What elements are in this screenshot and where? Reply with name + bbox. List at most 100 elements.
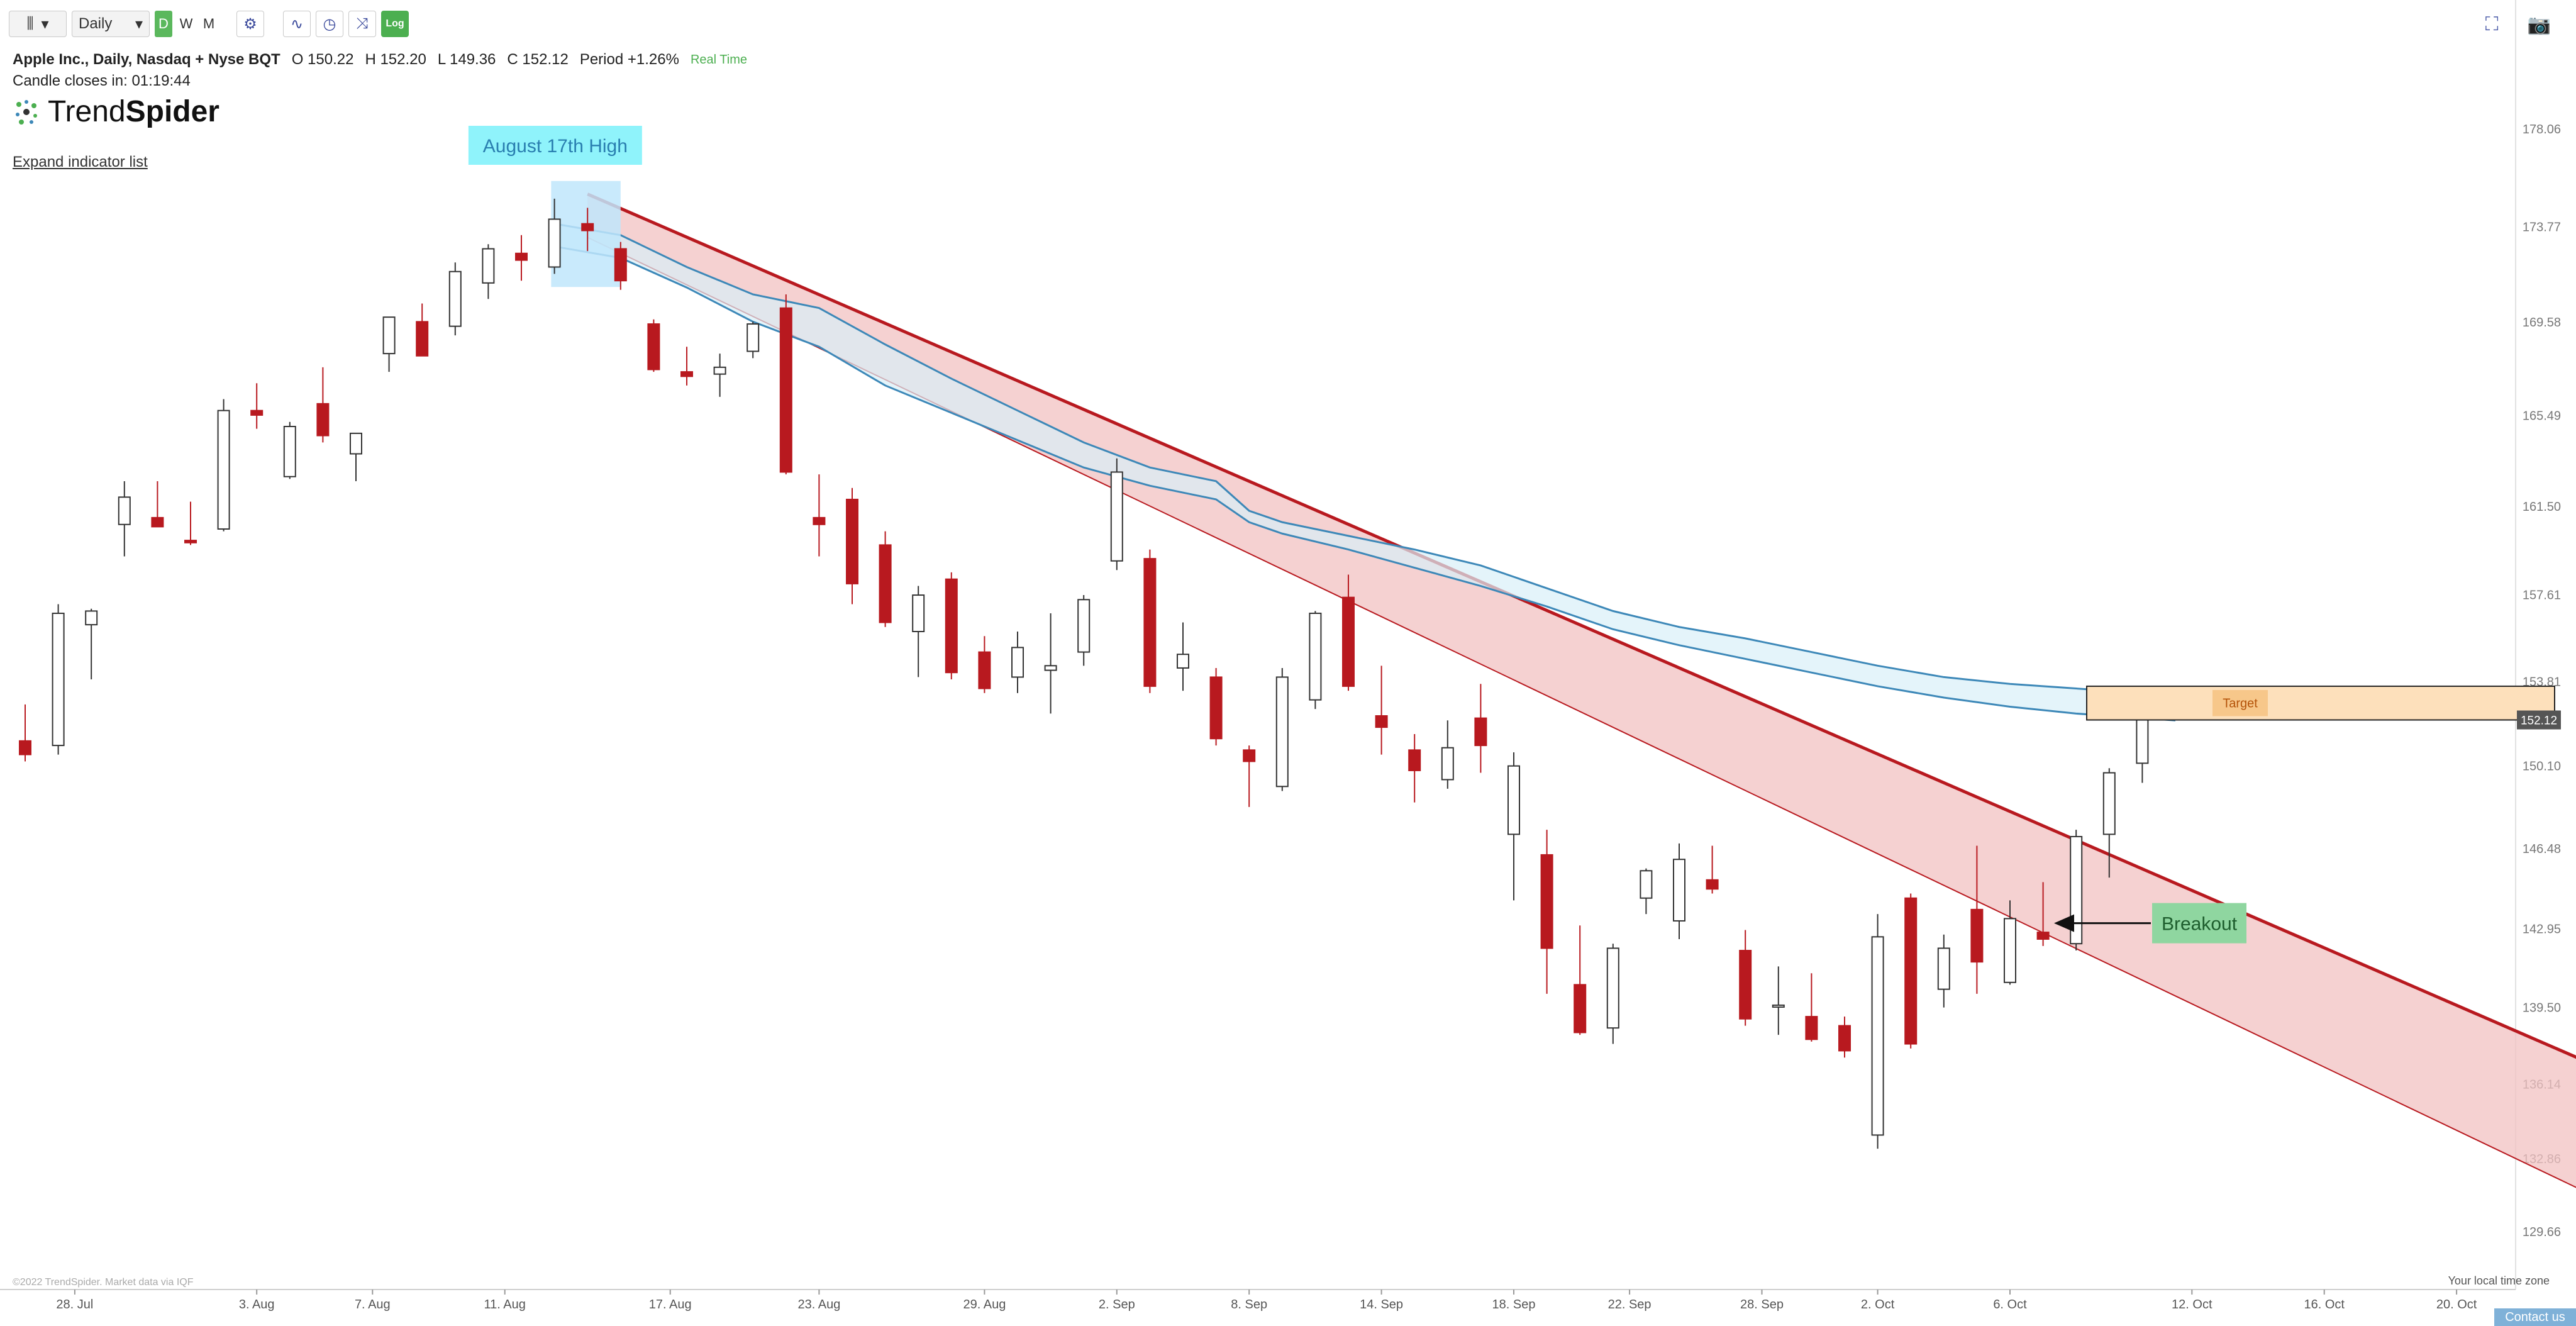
candle-body [1904, 897, 1918, 1045]
drawing-tool-icon[interactable]: ⤨ [348, 11, 376, 37]
x-tick-label: 22. Sep [1608, 1298, 1652, 1312]
ema-ribbon-lower-line [554, 245, 2176, 722]
candle [416, 303, 429, 357]
candle-body [448, 270, 462, 327]
target-label-box [2212, 689, 2268, 716]
candle-body [1706, 879, 1719, 890]
breakout-label: Breakout [2162, 914, 2238, 935]
candle [779, 294, 792, 475]
high-label: H 152.20 [365, 51, 426, 68]
y-tick-label: 173.77 [2523, 220, 2561, 234]
y-tick-label: 142.95 [2523, 923, 2561, 937]
candle [614, 242, 627, 290]
log-scale-button[interactable]: Log [381, 11, 409, 37]
candle [1077, 595, 1091, 666]
channel-lower-line [587, 237, 2576, 1188]
candle-body [1077, 599, 1091, 653]
candle-body [2102, 772, 2116, 835]
candle [1011, 631, 1024, 693]
candle [1838, 1017, 1851, 1058]
timezone-text[interactable]: Your local time zone [2448, 1274, 2550, 1287]
candle-body [1309, 613, 1322, 701]
candle [1209, 667, 1223, 746]
expand-indicator-link[interactable]: Expand indicator list [13, 153, 148, 170]
channel-upper-line [587, 192, 2576, 1059]
candle [978, 636, 991, 693]
camera-icon[interactable]: 📷 [2527, 14, 2551, 35]
candle-body [2136, 719, 2149, 764]
candle-body [1838, 1025, 1851, 1052]
candle-body [1540, 854, 1553, 949]
candle [1474, 684, 1487, 773]
candle-body [515, 252, 528, 261]
countdown: Candle closes in: 01:19:44 [13, 72, 191, 89]
candle [1772, 966, 1785, 1035]
candle-body [680, 371, 693, 377]
candle-body [978, 651, 991, 689]
candle [1375, 666, 1388, 755]
fullscreen-icon[interactable]: ⛶ [2485, 14, 2499, 35]
august-high-highlight [551, 181, 621, 287]
candle-body [350, 432, 362, 455]
candle-body [945, 578, 958, 674]
contact-button[interactable]: Contact us [2494, 1308, 2576, 1326]
candle-body [1243, 749, 1256, 762]
x-tick-label: 2. Oct [1861, 1298, 1895, 1312]
candle-body [382, 316, 396, 355]
candle-body [1441, 747, 1454, 781]
top-right-tools: ⛶ 📷 [2485, 14, 2551, 36]
x-tick-label: 7. Aug [355, 1298, 391, 1312]
candle [846, 488, 858, 604]
target-label: Target [2223, 697, 2258, 711]
candle [1540, 830, 1553, 994]
candle-body [316, 403, 330, 437]
candle [879, 531, 892, 627]
y-tick-label: 165.49 [2523, 409, 2561, 423]
interval-day-button[interactable]: D [155, 11, 172, 37]
interval-week-button[interactable]: W [179, 16, 193, 31]
candle [118, 481, 131, 557]
candle [1342, 574, 1355, 691]
logo-text-light: Trend [48, 95, 126, 128]
candle-body [1143, 558, 1157, 687]
x-tick-label: 12. Oct [2172, 1298, 2212, 1312]
candle [912, 586, 925, 677]
settings-gear-icon[interactable]: ⚙ [236, 11, 264, 37]
candle-body [118, 496, 131, 525]
open-label: O 150.22 [291, 51, 354, 68]
x-tick-label: 16. Oct [2304, 1298, 2345, 1312]
logo-mark-icon [16, 99, 37, 125]
x-tick-label: 6. Oct [1993, 1298, 2027, 1312]
candle-body [1342, 596, 1355, 687]
x-tick-label: 20. Oct [2436, 1298, 2477, 1312]
candle [1243, 745, 1256, 807]
candle [548, 198, 561, 274]
candle [1937, 934, 1950, 1008]
candle [2070, 830, 2083, 951]
x-tick-label: 23. Aug [797, 1298, 840, 1312]
candle [515, 235, 528, 281]
chart-type-dropdown[interactable]: ⫼ ▾ [9, 11, 67, 37]
candle-body [52, 613, 65, 747]
indicator-wave-icon[interactable]: ∿ [283, 11, 311, 37]
candle-body [1673, 859, 1685, 922]
x-tick-label: 14. Sep [1360, 1298, 1403, 1312]
clock-icon[interactable]: ◷ [316, 11, 343, 37]
period-dropdown[interactable]: Daily ▾ [72, 11, 150, 37]
candle [1507, 752, 1520, 901]
candle [1640, 868, 1653, 915]
candle [19, 704, 31, 762]
low-label: L 149.36 [437, 51, 496, 68]
realtime-badge: Real Time [690, 52, 747, 67]
candle [1739, 930, 1752, 1026]
candle [1706, 845, 1719, 894]
candle [184, 501, 197, 545]
y-tick-label: 178.06 [2523, 123, 2561, 136]
candle-body [1871, 936, 1884, 1136]
x-tick-label: 28. Sep [1740, 1298, 1784, 1312]
candle [1441, 720, 1454, 789]
candle-body [1408, 749, 1421, 771]
interval-month-button[interactable]: M [203, 16, 215, 31]
logo-text-bold: Spider [125, 95, 219, 128]
